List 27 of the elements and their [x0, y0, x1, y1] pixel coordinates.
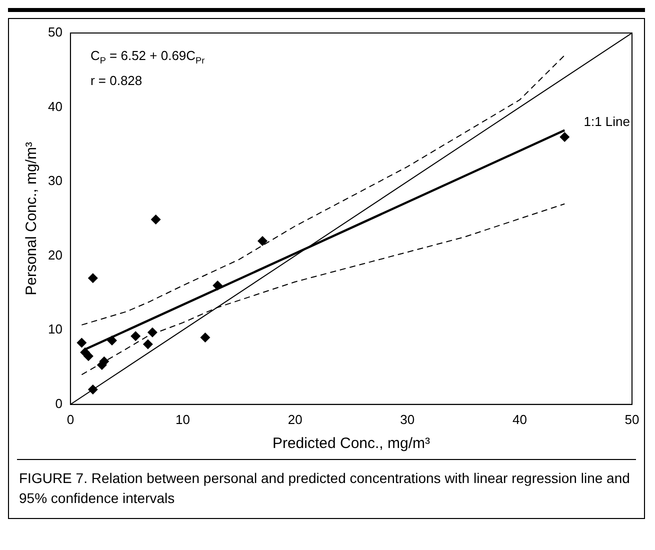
x-tick-label: 10 — [176, 412, 190, 427]
x-tick-label: 40 — [512, 412, 527, 427]
x-axis-title: Predicted Conc., mg/m³ — [272, 435, 430, 452]
line-series — [81, 203, 566, 376]
x-tick-label: 0 — [66, 412, 74, 427]
point — [150, 214, 161, 224]
caption: FIGURE 7. Relation between personal and predicted concentrations with linear regression line and 95% confidence intervals — [17, 459, 636, 518]
y-tick-label: 30 — [48, 173, 62, 188]
y-tick-label: 40 — [48, 98, 62, 114]
x-tick-label: 30 — [400, 412, 415, 427]
y-axis-title: Personal Conc., mg/m³ — [23, 142, 40, 296]
x-tick-label: 20 — [288, 412, 302, 427]
y-tick-label: 10 — [48, 322, 62, 337]
point — [142, 339, 153, 350]
point — [560, 132, 570, 142]
y-tick-label: 50 — [48, 24, 62, 40]
point — [258, 236, 268, 246]
point — [130, 331, 141, 342]
text: 1:1 Line — [584, 114, 630, 130]
annotation: r = 0.828 — [90, 73, 142, 88]
y-tick-label: 0 — [55, 396, 62, 411]
point — [83, 351, 94, 362]
point — [88, 273, 98, 284]
point — [200, 332, 210, 343]
x-tick-label: 50 — [624, 412, 640, 427]
point — [76, 338, 87, 348]
y-tick-label: 20 — [48, 247, 62, 262]
